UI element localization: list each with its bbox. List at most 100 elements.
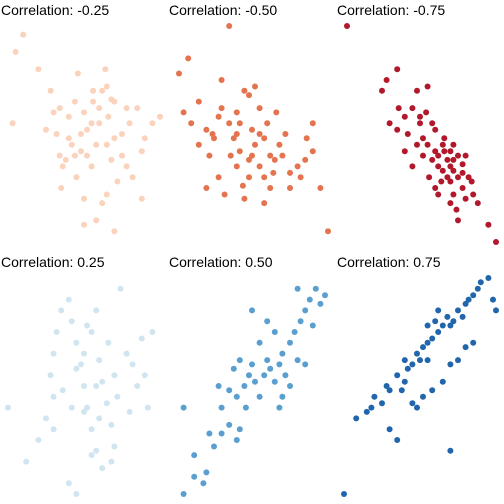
scatter-point-0-49: [56, 105, 63, 112]
scatter-point-0-56: [103, 141, 110, 148]
scatter-point-1-29: [279, 152, 286, 159]
scatter-point-3-19: [93, 307, 100, 314]
scatter-point-1-43: [249, 152, 255, 159]
scatter-point-1-45: [236, 120, 243, 127]
scatter-point-1-8: [195, 141, 202, 148]
scatter-point-2-9: [394, 126, 401, 133]
scatter-point-0-55: [81, 221, 87, 228]
scatter-point-2-45: [441, 135, 448, 142]
scatter-point-2-46: [426, 174, 433, 181]
scatter-point-4-47: [242, 404, 249, 411]
scatter-point-2-25: [444, 174, 451, 181]
scatter-point-3-41: [81, 408, 87, 415]
scatter-point-4-15: [249, 361, 255, 368]
scatter-point-0-35: [93, 217, 100, 224]
scatter-point-5-14: [420, 344, 426, 351]
scatter-point-0-38: [119, 152, 125, 159]
scatter-point-0-25: [111, 135, 118, 142]
scatter-point-5-0: [341, 491, 347, 497]
scatter-point-1-44: [215, 174, 222, 181]
scatter-point-5-11: [409, 361, 416, 368]
scatter-point-5-3: [368, 404, 375, 411]
scatter-point-2-44: [420, 152, 426, 159]
scatter-point-2-24: [439, 167, 446, 174]
scatter-point-4-36: [322, 292, 328, 299]
scatter-point-4-6: [206, 430, 213, 437]
scatter-plot-corr-neg-050: Correlation: -0.50: [169, 2, 331, 235]
scatter-point-0-54: [123, 105, 130, 112]
scatter-point-4-34: [312, 285, 319, 292]
scatter-point-0-12: [81, 109, 87, 116]
scatter-point-4-35: [317, 300, 324, 307]
scatter-point-5-31: [485, 275, 492, 281]
scatter-point-1-59: [209, 131, 216, 137]
scatter-point-4-46: [294, 285, 301, 292]
scatter-point-1-54: [233, 131, 240, 137]
scatter-point-3-49: [93, 383, 100, 389]
scatter-point-0-30: [134, 105, 141, 112]
scatter-panel-corr-neg-025: Correlation: -0.25: [0, 0, 168, 252]
scatter-point-3-26: [117, 285, 124, 292]
scatter-point-3-44: [96, 415, 103, 422]
scatter-point-4-45: [271, 329, 278, 335]
scatter-point-5-5: [379, 400, 385, 407]
scatter-point-2-54: [441, 148, 448, 155]
scatter-point-1-9: [206, 152, 213, 159]
scatter-plot-corr-pos-050: Correlation: 0.50: [169, 254, 328, 497]
scatter-point-4-26: [282, 372, 289, 379]
scatter-point-1-57: [239, 182, 246, 189]
scatter-point-3-21: [99, 378, 106, 385]
scatter-plot-corr-neg-075: Correlation: -0.75: [337, 2, 499, 245]
scatter-point-1-11: [215, 113, 222, 120]
scatter-point-3-28: [129, 361, 136, 368]
scatter-point-2-38: [485, 221, 492, 228]
scatter-point-2-3: [379, 87, 385, 94]
scatter-point-2-48: [409, 163, 416, 170]
scatter-point-5-34: [398, 387, 405, 394]
scatter-point-3-8: [58, 307, 65, 314]
scatter-point-4-4: [211, 443, 217, 450]
scatter-point-0-44: [90, 98, 97, 105]
scatter-point-2-53: [450, 141, 457, 148]
scatter-point-3-45: [105, 339, 112, 346]
scatter-point-5-36: [420, 393, 426, 400]
scatter-point-0-18: [96, 105, 103, 112]
scatter-point-0-59: [78, 131, 84, 137]
scatter-point-3-48: [126, 408, 133, 415]
scatter-point-2-50: [435, 191, 442, 198]
scatter-point-4-0: [180, 491, 187, 497]
scatter-point-3-6: [50, 350, 57, 357]
scatter-panel-corr-pos-075: Correlation: 0.75: [336, 252, 504, 504]
scatter-point-1-2: [176, 70, 182, 77]
scatter-point-2-8: [417, 120, 423, 127]
scatter-point-2-36: [474, 200, 481, 207]
scatter-point-3-27: [123, 350, 130, 357]
scatter-point-0-2: [9, 120, 16, 127]
scatter-point-0-53: [59, 163, 66, 170]
scatter-point-1-6: [203, 126, 210, 133]
scatter-point-2-27: [455, 174, 461, 181]
scatter-plot-corr-pos-075: Correlation: 0.75: [337, 254, 499, 497]
scatter-point-2-55: [423, 109, 430, 116]
scatter-point-0-4: [47, 87, 54, 94]
scatter-point-3-1: [23, 458, 30, 465]
scatter-point-1-41: [287, 185, 293, 191]
scatter-point-2-0: [344, 23, 350, 29]
scatter-point-5-42: [470, 339, 477, 346]
scatter-point-5-26: [462, 300, 469, 307]
scatter-point-1-52: [273, 109, 280, 116]
scatter-point-0-32: [141, 135, 148, 142]
scatter-point-1-35: [325, 228, 331, 235]
scatter-point-4-23: [271, 378, 278, 385]
scatter-point-5-4: [371, 393, 378, 400]
scatter-point-5-47: [435, 307, 442, 314]
scatter-point-2-59: [438, 178, 445, 185]
scatter-point-1-55: [218, 77, 225, 83]
scatter-point-3-25: [114, 393, 121, 400]
scatter-point-4-2: [200, 480, 207, 487]
scatter-point-1-21: [261, 135, 268, 142]
scatter-point-4-18: [252, 378, 258, 385]
scatter-point-5-1: [353, 415, 360, 422]
scatter-point-1-20: [256, 105, 263, 112]
scatter-point-2-43: [401, 148, 408, 155]
